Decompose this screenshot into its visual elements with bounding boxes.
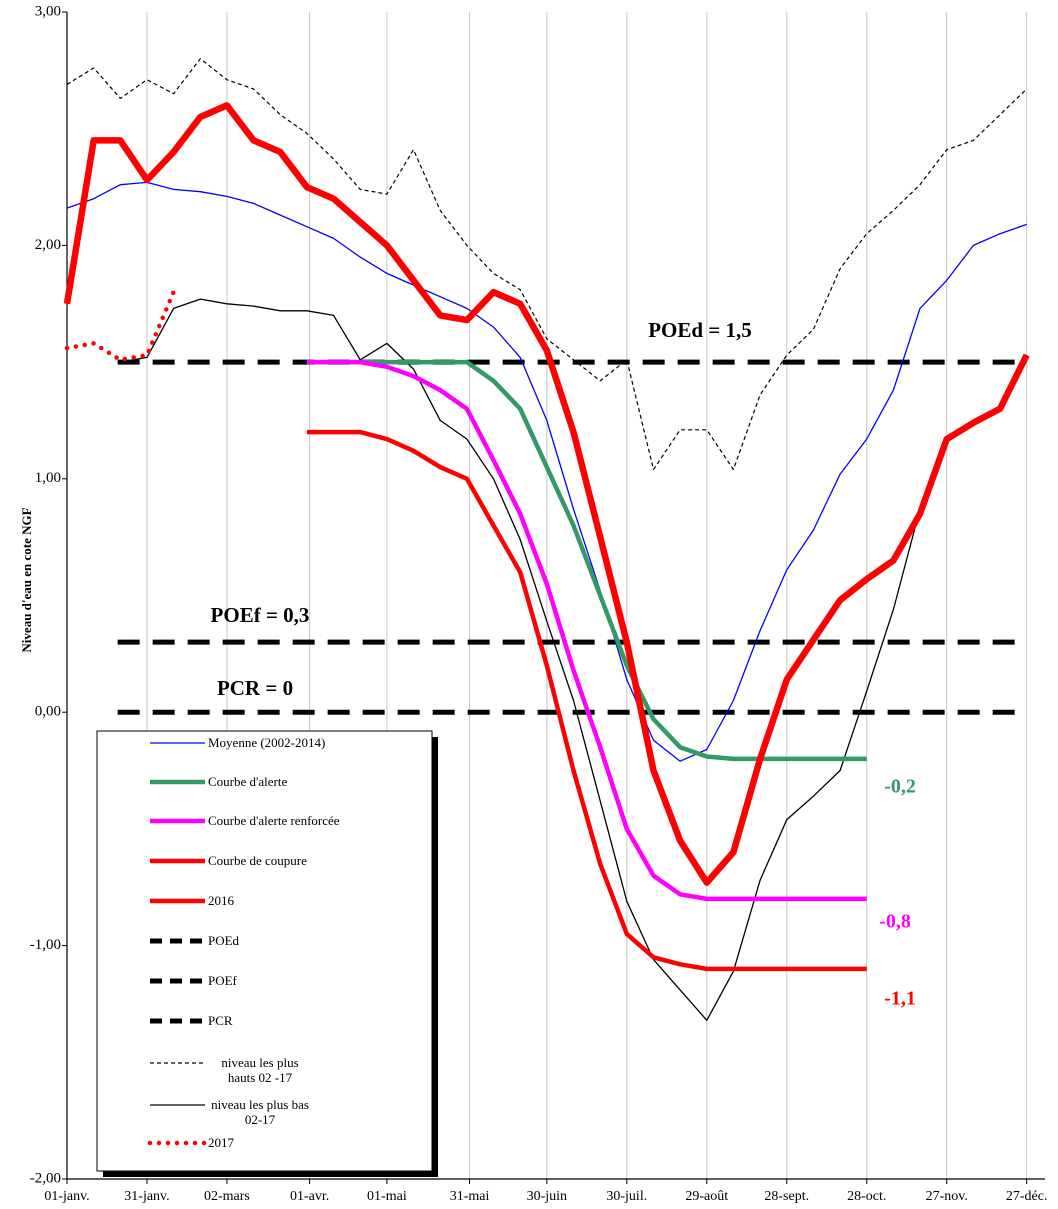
- legend-label: niveau les plus hauts 02 -17: [221, 1055, 299, 1085]
- legend-label: Moyenne (2002-2014): [208, 735, 326, 750]
- legend-label: Courbe d'alerte: [208, 774, 288, 789]
- x-tick-label: 31-janv.: [124, 1189, 169, 1204]
- series-line: [64, 289, 176, 363]
- x-tick-label: 27-nov.: [926, 1189, 968, 1204]
- reference-label: PCR = 0: [217, 676, 293, 700]
- reference-label: POEd = 1,5: [648, 318, 752, 342]
- series-line: [66, 58, 1028, 471]
- x-tick-label: 02-mars: [204, 1189, 250, 1204]
- x-tick-label: 01-janv.: [44, 1189, 89, 1204]
- series-line: [66, 181, 1027, 762]
- annotation: -0,8: [879, 911, 911, 933]
- y-tick-label: 2,00: [35, 237, 61, 253]
- x-tick-label: 28-oct.: [847, 1189, 886, 1204]
- legend-label: 2017: [208, 1135, 234, 1150]
- legend-label: Courbe d'alerte renforcée: [208, 813, 340, 828]
- y-tick-label: 3,00: [35, 3, 61, 19]
- x-tick-label: 01-avr.: [290, 1189, 329, 1204]
- x-tick-label: 01-mai: [367, 1189, 407, 1204]
- series-line: [306, 359, 867, 762]
- legend-label: niveau les plus bas 02-17: [211, 1097, 309, 1127]
- legend-label: 2016: [208, 893, 234, 908]
- annotation: -0,2: [884, 776, 916, 798]
- x-tick-label: 27-déc.: [1006, 1189, 1048, 1204]
- annotation: -1,1: [884, 988, 916, 1010]
- series-line: [120, 298, 1028, 1021]
- y-tick-label: -2,00: [30, 1170, 61, 1186]
- x-tick-label: 30-juin: [527, 1189, 567, 1204]
- x-tick-label: 28-sept.: [764, 1189, 809, 1204]
- y-tick-label: -1,00: [30, 937, 61, 953]
- y-tick-label: 0,00: [35, 704, 61, 720]
- legend-label: Courbe de coupure: [208, 853, 307, 868]
- series-line: [63, 102, 1030, 886]
- series-line: [306, 359, 867, 902]
- y-axis-label: Niveau d'eau en cote NGF: [19, 507, 34, 652]
- legend-label: PCR: [208, 1013, 233, 1028]
- legend-label: POEd: [208, 933, 240, 948]
- series-line: [306, 429, 867, 972]
- x-tick-label: 29-août: [685, 1189, 728, 1204]
- x-tick-label: 30-juil.: [606, 1189, 647, 1204]
- legend: [96, 730, 433, 1172]
- x-tick-label: 31-mai: [450, 1189, 490, 1204]
- legend-label: POEf: [208, 973, 237, 988]
- y-tick-label: 1,00: [35, 470, 61, 486]
- reference-label: POEf = 0,3: [211, 603, 310, 627]
